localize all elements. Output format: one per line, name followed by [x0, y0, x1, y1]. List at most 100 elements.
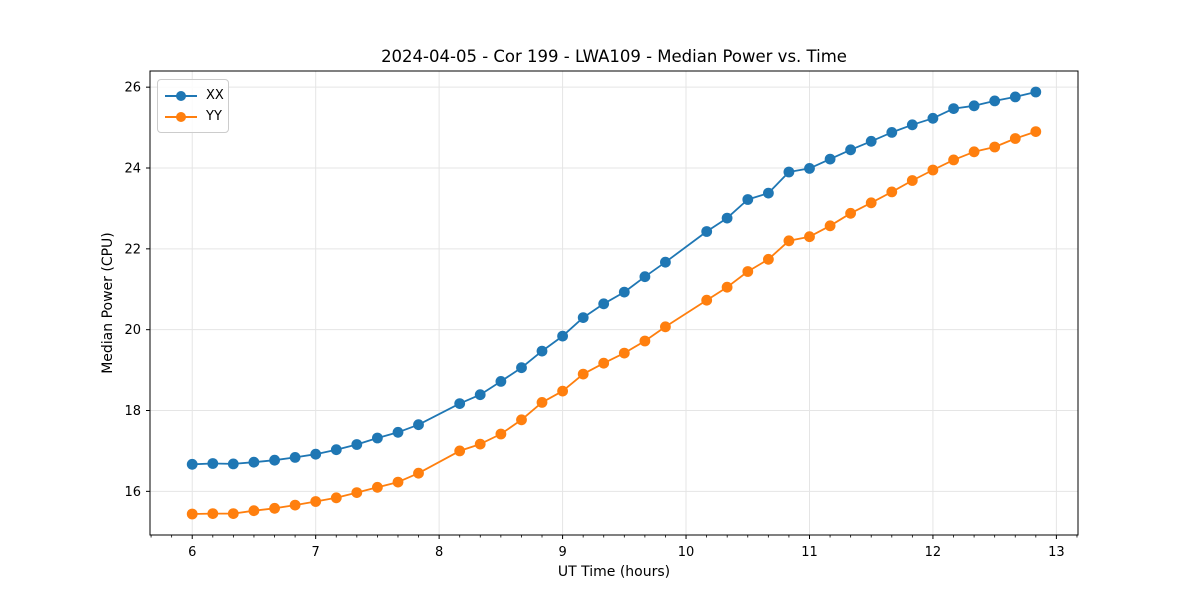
series-xx-marker: [989, 95, 1001, 107]
series-xx-marker: [330, 444, 342, 456]
series-yy-marker: [227, 508, 239, 519]
series-yy-marker: [845, 207, 856, 219]
series-xx-marker: [289, 452, 301, 463]
series-xx-marker: [207, 458, 219, 469]
series-xx-marker: [557, 330, 568, 342]
series-yy-marker: [763, 253, 774, 265]
series-yy-marker: [186, 508, 198, 520]
series-yy-marker: [392, 476, 404, 488]
series-xx-marker: [845, 144, 856, 156]
series-yy-marker: [330, 492, 342, 504]
series-yy-marker: [783, 235, 795, 247]
series-xx-marker: [763, 187, 774, 199]
series-yy-marker: [248, 505, 260, 517]
legend-marker-xx-icon: [165, 90, 197, 101]
series-yy-marker: [824, 220, 836, 232]
series-xx-line: [192, 91, 1037, 466]
series-xx-marker: [1009, 91, 1021, 103]
series-xx-marker: [742, 194, 754, 205]
series-xx-marker: [351, 439, 363, 450]
series-xx-marker: [598, 298, 610, 310]
series-yy-marker: [618, 347, 630, 359]
series-yy-marker: [742, 266, 754, 277]
series-xx-marker: [639, 271, 651, 283]
series-xx-marker: [865, 135, 877, 147]
series-yy-marker: [557, 385, 568, 397]
legend: XX YY: [157, 79, 229, 133]
y-tick-label: 24: [124, 162, 141, 177]
series-yy-marker: [701, 294, 713, 306]
series-yy-marker: [516, 414, 527, 426]
series-yy-marker: [886, 186, 898, 198]
series-xx-marker: [495, 376, 507, 387]
series-yy-marker: [989, 141, 1001, 153]
series-yy-marker: [269, 502, 280, 514]
series-xx-marker: [927, 112, 939, 124]
series-yy-marker: [372, 481, 383, 493]
series-yy-marker: [1030, 126, 1042, 137]
series-xx-marker: [1030, 86, 1042, 98]
series-yy-marker: [413, 467, 424, 479]
series-yy-marker: [1009, 133, 1021, 144]
series-yy-marker: [865, 197, 877, 209]
series-yy-marker: [289, 499, 301, 511]
series-xx-marker: [474, 389, 486, 401]
legend-item-xx: XX: [165, 85, 224, 106]
legend-marker-yy-icon: [165, 111, 197, 122]
series-yy-marker: [639, 335, 651, 347]
series-xx-marker: [618, 286, 630, 298]
series-xx-marker: [372, 432, 383, 444]
series-xx-marker: [824, 153, 836, 165]
x-tick-label: 8: [435, 545, 443, 560]
series-xx-marker: [536, 345, 548, 357]
chart-title: 2024-04-05 - Cor 199 - LWA109 - Median P…: [381, 47, 847, 66]
x-tick-label: 6: [188, 545, 196, 560]
series-xx-marker: [392, 426, 404, 438]
x-tick-label: 10: [678, 545, 695, 560]
series-yy-marker: [968, 146, 980, 158]
y-tick-label: 22: [124, 242, 141, 257]
series-yy-marker: [351, 487, 363, 498]
series-yy-marker: [721, 281, 733, 293]
series-yy-marker: [577, 368, 589, 380]
series-yy-marker: [660, 321, 671, 333]
series-yy-marker: [906, 175, 918, 186]
series-xx-marker: [948, 103, 959, 114]
series-yy-marker: [598, 357, 610, 369]
series-xx-marker: [886, 126, 898, 138]
y-tick-label: 18: [124, 404, 141, 419]
y-axis-label: Median Power (CPU): [100, 232, 116, 374]
series-xx-marker: [310, 448, 322, 460]
x-tick-label: 12: [925, 545, 942, 560]
y-tick-label: 26: [124, 81, 141, 96]
series-yy-marker: [948, 154, 959, 166]
series-xx-marker: [721, 212, 733, 224]
x-axis-label: UT Time (hours): [557, 564, 671, 580]
series-xx-marker: [660, 256, 671, 268]
series-yy-marker: [804, 231, 815, 243]
series-xx-marker: [186, 458, 198, 470]
y-tick-label: 20: [124, 323, 141, 338]
series-xx-marker: [516, 362, 527, 374]
series-yy-marker: [495, 428, 507, 440]
legend-item-yy: YY: [165, 106, 222, 127]
series-yy-marker: [454, 445, 466, 457]
series-yy-line: [192, 130, 1037, 515]
series-yy-marker: [927, 164, 939, 176]
series-xx-marker: [968, 100, 980, 112]
plot-border: [149, 70, 1079, 536]
series-yy-marker: [207, 508, 219, 519]
series-xx-marker: [577, 312, 589, 323]
series-xx-marker: [248, 456, 260, 468]
x-tick-label: 9: [558, 545, 566, 560]
series-xx-marker: [804, 163, 815, 174]
series-xx-marker: [454, 398, 466, 409]
x-tick-label: 7: [312, 545, 320, 560]
series-yy-marker: [310, 496, 322, 507]
x-tick-label: 11: [801, 545, 818, 560]
series-xx-marker: [269, 454, 280, 466]
series-xx-marker: [413, 419, 424, 431]
series-xx-marker: [701, 226, 713, 237]
